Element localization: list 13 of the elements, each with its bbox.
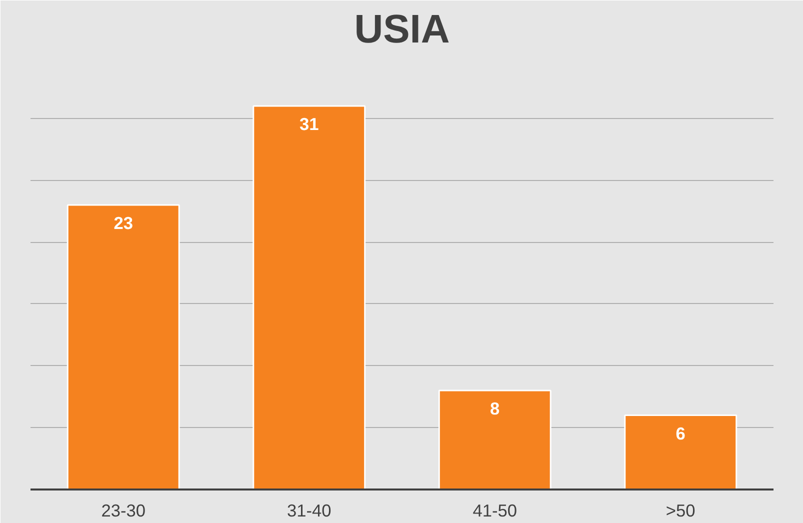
data-label: 6 [676, 423, 686, 444]
x-tick-label: 23-30 [101, 500, 146, 520]
data-label: 23 [114, 212, 134, 233]
bar [66, 204, 180, 490]
bar [624, 414, 738, 490]
data-label: 8 [490, 398, 500, 419]
bar [438, 390, 552, 490]
data-label: 31 [299, 114, 320, 134]
bar [252, 105, 366, 490]
x-tick-label: 41-50 [472, 500, 518, 520]
chart-title: USIA [354, 8, 450, 52]
x-tick-label: 31-40 [286, 500, 332, 520]
x-tick-label: >50 [666, 500, 696, 520]
